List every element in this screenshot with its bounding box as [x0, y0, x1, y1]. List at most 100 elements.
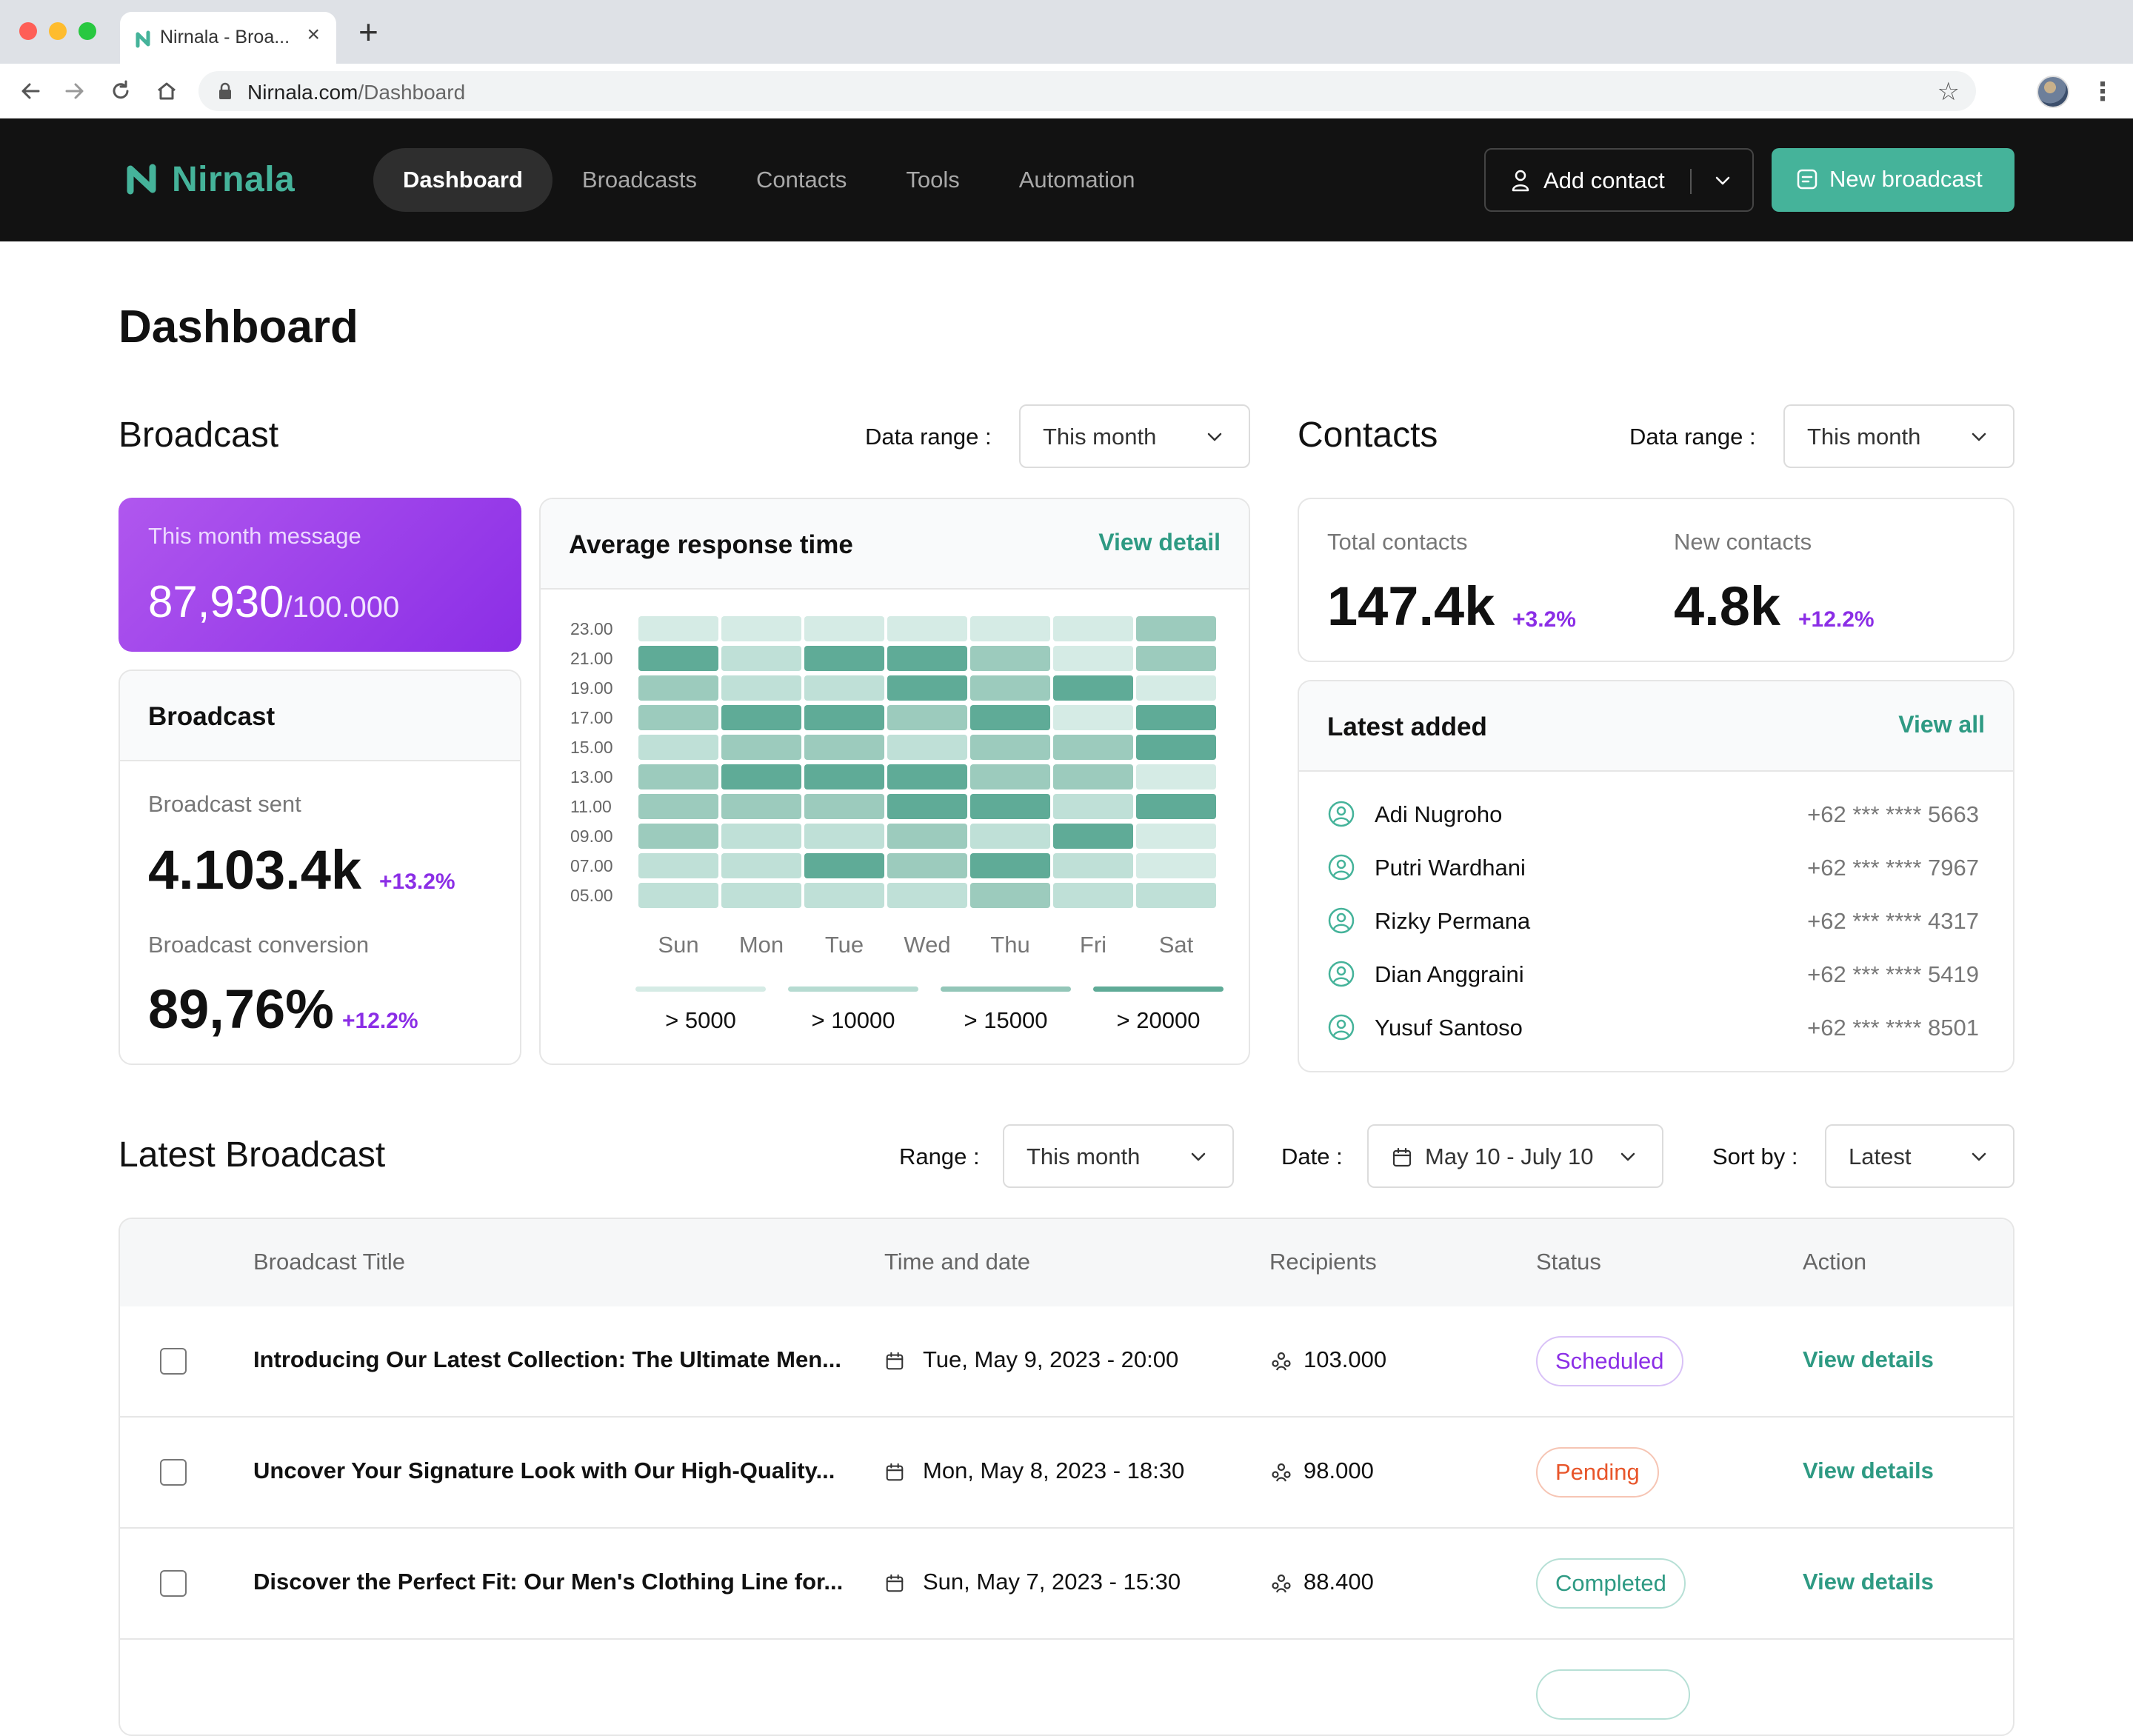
new-contacts-value: 4.8k [1674, 575, 1781, 637]
col-recipients[interactable]: Recipients [1269, 1249, 1377, 1275]
broadcast-section-title: Broadcast [118, 415, 279, 455]
heatmap-cell [721, 883, 801, 908]
broadcast-sent-value: 4.103.4k [148, 839, 362, 901]
heatmap-cell [804, 883, 884, 908]
heatmap-cell [1136, 764, 1216, 789]
brand-logo[interactable]: Nirnala [123, 157, 295, 201]
back-icon[interactable] [16, 77, 44, 105]
contact-row[interactable]: Yusuf Santoso +62 *** **** 8501 [1299, 1007, 2013, 1044]
col-time-date[interactable]: Time and date [884, 1249, 1031, 1275]
contacts-range-label: Data range : [1629, 424, 1756, 450]
broadcast-conversion-label: Broadcast conversion [148, 932, 370, 958]
address-bar[interactable]: Nirnala.com/Dashboard ☆ [198, 71, 1976, 111]
contact-name: Yusuf Santoso [1375, 1015, 1523, 1041]
col-broadcast-title[interactable]: Broadcast Title [253, 1249, 406, 1275]
contacts-range-select[interactable]: This month [1783, 404, 2014, 468]
latest-added-card: Latest added View all Adi Nugroho +62 **… [1298, 680, 2014, 1072]
home-icon[interactable] [153, 77, 181, 105]
heatmap-cell [804, 616, 884, 641]
contact-row[interactable]: Adi Nugroho +62 *** **** 5663 [1299, 794, 2013, 831]
bookmark-star-icon[interactable]: ☆ [1937, 78, 1960, 106]
heatmap-cell [721, 735, 801, 760]
chevron-down-icon [1620, 1152, 1635, 1161]
chevron-down-icon [1972, 433, 1986, 441]
users-group-icon [1272, 1352, 1291, 1371]
lb-range-select[interactable]: This month [1003, 1124, 1234, 1188]
view-detail-link[interactable]: View detail [1098, 529, 1221, 555]
monthly-message-value: 87,930/100.000 [148, 577, 400, 627]
contact-phone: +62 *** **** 8501 [1807, 1015, 1979, 1041]
row-checkbox[interactable] [160, 1348, 187, 1375]
contact-row[interactable]: Dian Anggraini +62 *** **** 5419 [1299, 954, 2013, 991]
maximize-window-button[interactable] [79, 22, 96, 40]
nav-dashboard[interactable]: Dashboard [373, 148, 553, 212]
minimize-window-button[interactable] [49, 22, 67, 40]
broadcast-range-label: Data range : [865, 424, 992, 450]
nav-contacts[interactable]: Contacts [756, 167, 847, 193]
browser-tab[interactable]: Nirnala - Broa... × [120, 12, 336, 64]
new-contacts-delta: +12.2% [1798, 607, 1875, 632]
reload-icon[interactable] [107, 77, 135, 105]
heatmap-cell [1053, 735, 1133, 760]
row-checkbox[interactable] [160, 1459, 187, 1486]
heatmap-cell [1136, 705, 1216, 730]
lb-sort-select[interactable]: Latest [1825, 1124, 2014, 1188]
main-nav: Dashboard Broadcasts Contacts Tools Auto… [373, 148, 1165, 212]
lb-date-select[interactable]: May 10 - July 10 [1367, 1124, 1663, 1188]
nav-automation[interactable]: Automation [1018, 167, 1135, 193]
latest-broadcast-title: Latest Broadcast [118, 1135, 386, 1175]
view-details-link[interactable]: View details [1803, 1346, 1934, 1372]
heatmap-cell [1136, 616, 1216, 641]
heatmap-cell [638, 646, 718, 671]
col-status[interactable]: Status [1536, 1249, 1601, 1275]
heatmap-cell [638, 883, 718, 908]
heatmap-cell [887, 646, 967, 671]
legend-swatch [635, 986, 766, 992]
lb-sort-value: Latest [1849, 1144, 1912, 1169]
broadcast-conversion-value: 89,76% [148, 978, 334, 1040]
chevron-down-icon [1191, 1152, 1206, 1161]
broadcast-title: Uncover Your Signature Look with Our Hig… [253, 1458, 835, 1483]
user-circle-icon [1328, 1014, 1355, 1041]
heatmap-y-label: 05.00 [570, 886, 613, 905]
broadcast-range-select[interactable]: This month [1019, 404, 1250, 468]
button-divider [1690, 169, 1692, 194]
new-tab-icon[interactable]: + [358, 13, 378, 51]
heatmap-cell [804, 824, 884, 849]
broadcast-date: Tue, May 9, 2023 - 20:00 [923, 1346, 1179, 1372]
add-contact-button[interactable]: Add contact [1484, 148, 1754, 212]
profile-avatar[interactable] [2037, 76, 2069, 108]
nav-broadcasts[interactable]: Broadcasts [581, 167, 697, 193]
heatmap-cell [1053, 853, 1133, 878]
row-checkbox[interactable] [160, 1570, 187, 1597]
contact-row[interactable]: Putri Wardhani +62 *** **** 7967 [1299, 847, 2013, 884]
brand-name: Nirnala [172, 159, 296, 199]
view-details-link[interactable]: View details [1803, 1569, 1934, 1595]
broadcast-stats-title: Broadcast [148, 702, 276, 731]
heatmap-y-label: 19.00 [570, 678, 613, 698]
users-group-icon [1272, 1574, 1291, 1593]
chevron-down-icon[interactable] [1709, 167, 1736, 194]
view-all-link[interactable]: View all [1898, 711, 1985, 738]
contact-name: Adi Nugroho [1375, 801, 1503, 827]
close-tab-icon[interactable]: × [307, 22, 320, 47]
user-circle-icon [1328, 961, 1355, 987]
heatmap-cell [638, 764, 718, 789]
view-details-link[interactable]: View details [1803, 1458, 1934, 1483]
browser-tab-bar: Nirnala - Broa... × + [0, 0, 2133, 64]
contact-row[interactable]: Rizky Permana +62 *** **** 4317 [1299, 901, 2013, 938]
forward-icon[interactable] [61, 77, 89, 105]
new-broadcast-button[interactable]: New broadcast [1772, 148, 2014, 212]
heatmap-cell [1053, 794, 1133, 819]
legend-swatch [1093, 986, 1224, 992]
heatmap-cell [887, 675, 967, 701]
broadcast-title: Discover the Perfect Fit: Our Men's Clot… [253, 1569, 844, 1595]
table-row [120, 1640, 2013, 1735]
contacts-range-value: This month [1807, 424, 1921, 450]
nav-tools[interactable]: Tools [906, 167, 960, 193]
browser-menu-icon[interactable]: ⋮ [2090, 78, 2115, 106]
close-window-button[interactable] [19, 22, 37, 40]
contact-phone: +62 *** **** 4317 [1807, 908, 1979, 934]
heatmap-cell [638, 735, 718, 760]
heatmap-cell [887, 764, 967, 789]
